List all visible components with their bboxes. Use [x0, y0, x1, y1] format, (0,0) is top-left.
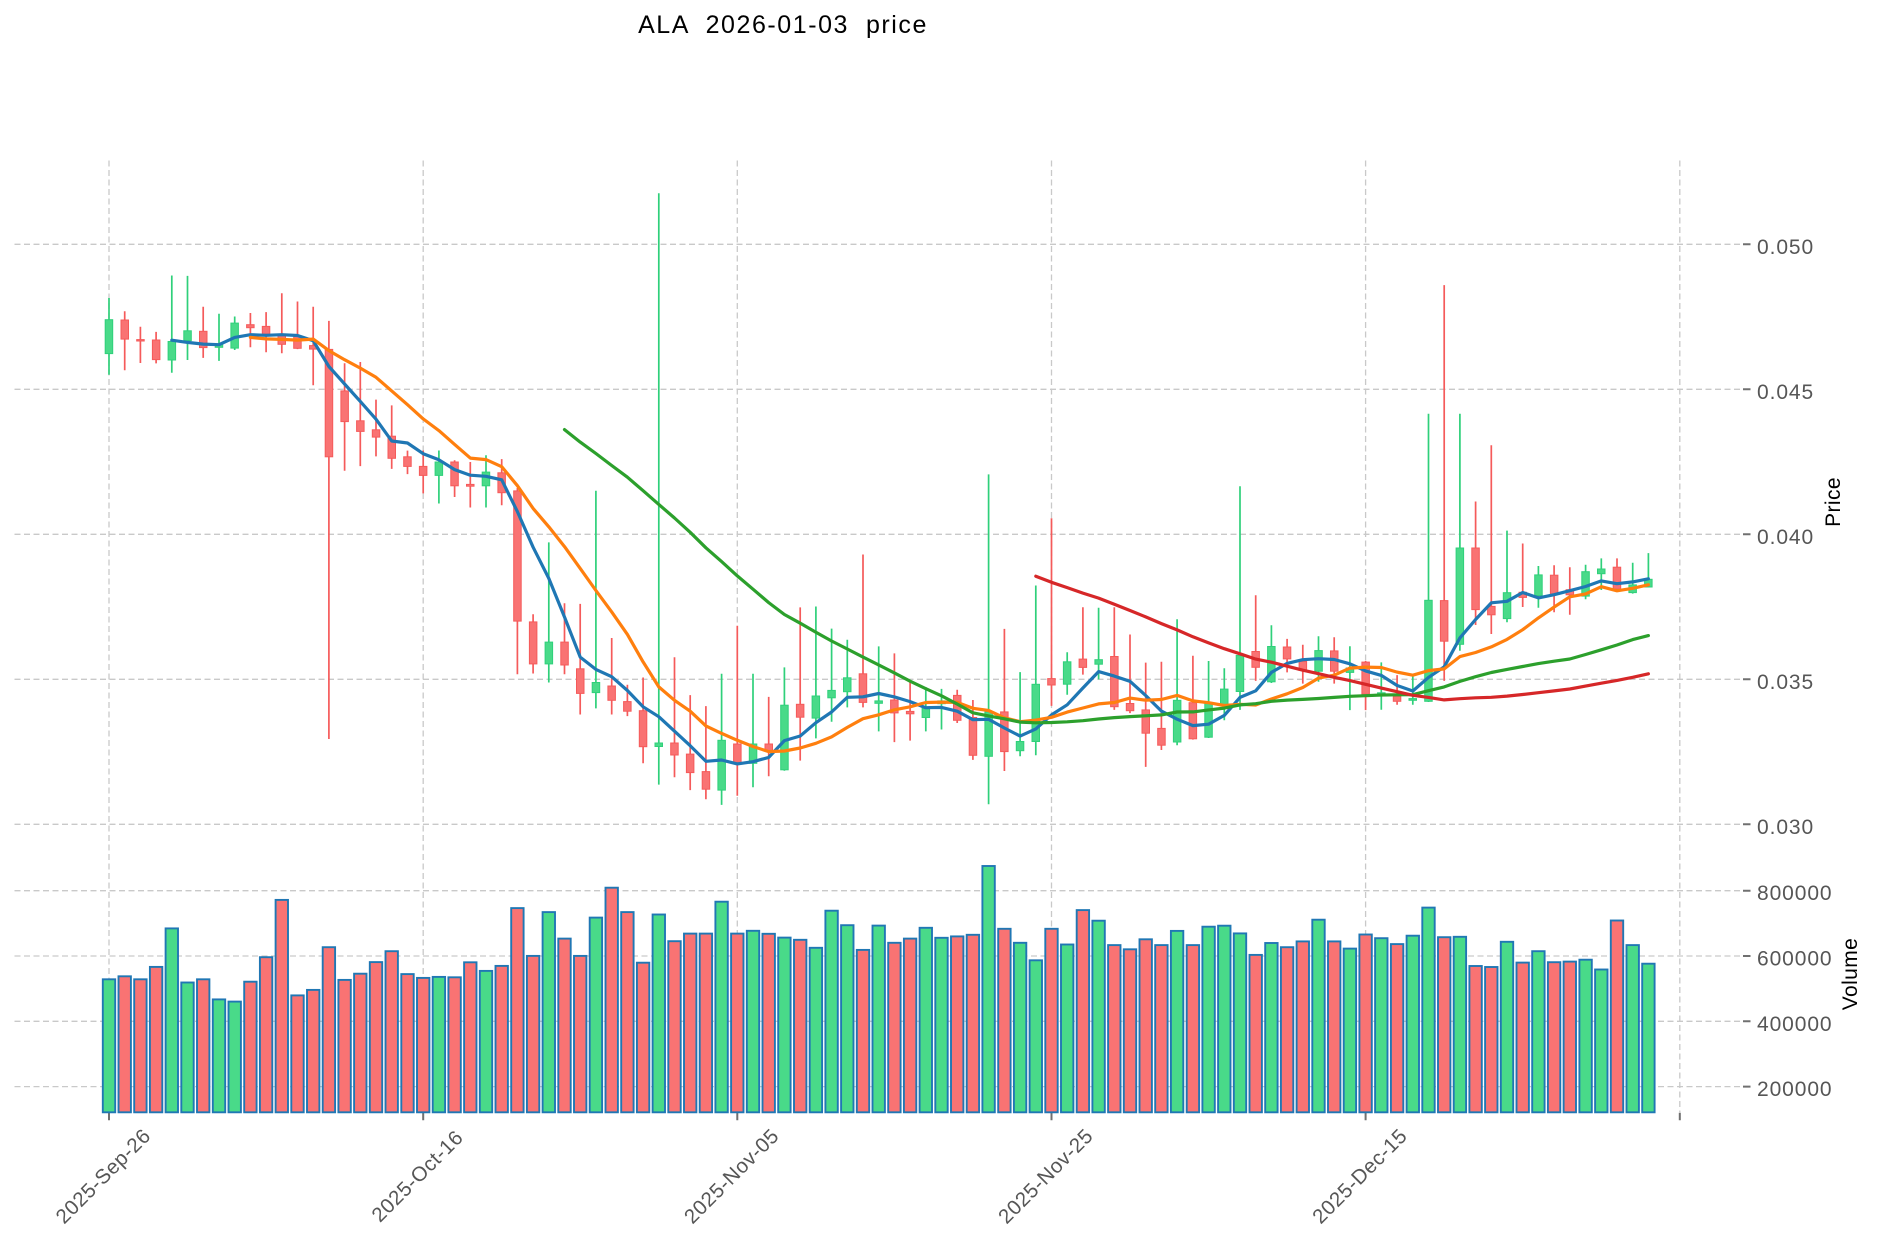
svg-text:600000: 600000 — [1757, 948, 1832, 971]
svg-text:Volume: Volume — [1839, 938, 1862, 1010]
svg-text:0.045: 0.045 — [1757, 381, 1814, 404]
svg-text:800000: 800000 — [1757, 882, 1832, 905]
svg-text:ALA 2026-01-03 price: ALA 2026-01-03 price — [638, 11, 928, 39]
svg-text:0.040: 0.040 — [1757, 526, 1814, 549]
svg-text:200000: 200000 — [1757, 1078, 1832, 1101]
svg-text:Price: Price — [1822, 477, 1845, 527]
svg-text:400000: 400000 — [1757, 1013, 1832, 1036]
svg-text:0.030: 0.030 — [1757, 816, 1814, 839]
svg-text:0.050: 0.050 — [1757, 236, 1814, 259]
svg-text:0.035: 0.035 — [1757, 671, 1814, 694]
